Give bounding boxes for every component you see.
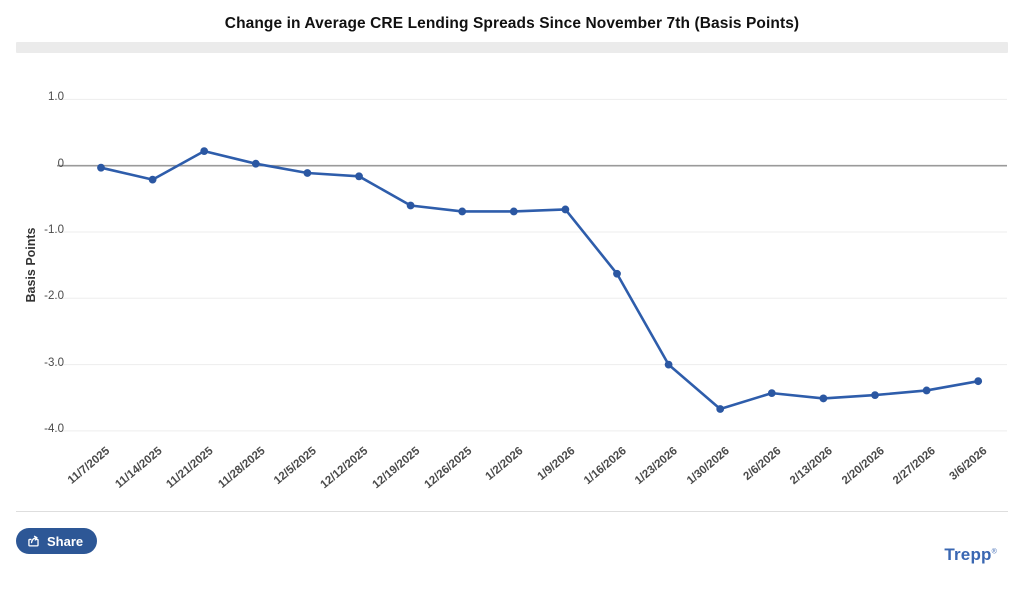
data-point[interactable] (355, 172, 363, 181)
data-point[interactable] (974, 377, 983, 386)
data-point[interactable] (458, 207, 467, 216)
share-icon (27, 534, 41, 548)
data-point[interactable] (509, 207, 518, 216)
share-button[interactable]: Share (16, 528, 98, 554)
top-divider-band (16, 42, 1008, 53)
data-point[interactable] (97, 163, 105, 172)
y-axis-tick-label: -4.0 (44, 422, 64, 435)
data-point[interactable] (819, 394, 828, 403)
chart-title: Change in Average CRE Lending Spreads Si… (224, 15, 800, 32)
trepp-logo-text: Trepp (944, 545, 992, 564)
y-axis-tick-label: 0 (57, 157, 64, 170)
y-axis-title: Basis Points (24, 227, 38, 303)
data-point[interactable] (406, 201, 415, 210)
data-point[interactable] (561, 205, 570, 214)
y-axis-tick-label: -2.0 (44, 290, 64, 303)
share-button-label: Share (47, 533, 84, 549)
data-point[interactable] (716, 405, 725, 413)
data-point[interactable] (613, 269, 621, 278)
trepp-logo[interactable]: Trepp® (944, 545, 997, 565)
data-point[interactable] (200, 147, 209, 156)
registered-trademark-mark: ® (991, 548, 997, 556)
data-point[interactable] (303, 169, 312, 177)
y-axis-tick-label: -3.0 (44, 356, 64, 369)
data-line (99, 149, 980, 411)
data-point[interactable] (251, 159, 260, 168)
y-axis-tick-label: 1.0 (48, 91, 64, 104)
data-point[interactable] (148, 175, 157, 184)
data-point[interactable] (871, 391, 879, 399)
bottom-divider (16, 511, 1008, 512)
y-axis-tick-label: -1.0 (44, 224, 64, 236)
data-point[interactable] (664, 360, 673, 369)
data-point[interactable] (767, 389, 776, 398)
data-point[interactable] (922, 386, 931, 395)
